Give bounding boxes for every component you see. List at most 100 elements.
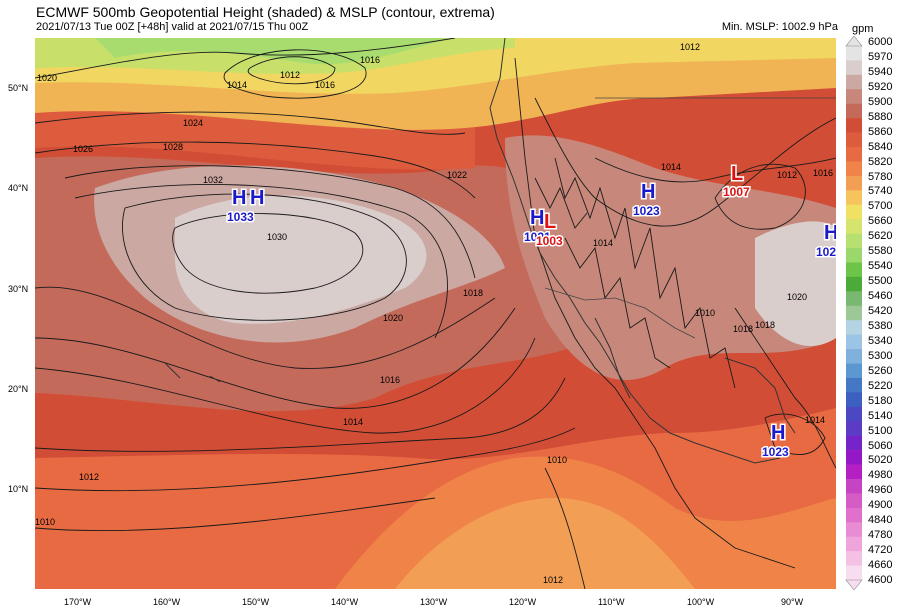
isobar-label: 1016 <box>360 55 380 65</box>
high-center-letter: H <box>232 187 246 209</box>
borders <box>544 97 836 339</box>
isobar-label: 1020 <box>37 73 57 83</box>
colorbar-level-label: 4960 <box>868 484 893 497</box>
colorbar-unit: gpm <box>852 23 874 35</box>
map-panel[interactable]: 1020 1012 1014 1016 1016 1012 1024 1026 … <box>35 38 836 589</box>
height-5940-ridge-core <box>175 195 427 324</box>
isobar-label: 1010 <box>695 308 715 318</box>
isobar-label: 1014 <box>805 415 825 425</box>
colorbar-level-label: 5020 <box>868 454 893 467</box>
colorbar-swatch <box>846 276 862 292</box>
high-center-letter: H <box>824 222 836 244</box>
isobar-label: 1018 <box>463 288 483 298</box>
colorbar-swatch <box>846 522 862 538</box>
isobar-label: 1020 <box>383 313 403 323</box>
colorbar-level-label: 4780 <box>868 529 893 542</box>
colorbar-swatch <box>846 536 862 552</box>
colorbar-swatch <box>846 334 862 350</box>
lon-label: 150°W <box>242 597 270 607</box>
colorbar-level-label: 4660 <box>868 559 893 572</box>
colorbar-level-label: 5140 <box>868 409 893 422</box>
isobar-label: 1028 <box>163 142 183 152</box>
lat-label: 50°N <box>8 83 29 93</box>
colorbar-level-label: 5180 <box>868 394 893 407</box>
high-center-letter: H <box>250 187 264 209</box>
colorbar-level-label: 5100 <box>868 424 893 437</box>
colorbar-swatch <box>846 103 862 119</box>
lat-label: 40°N <box>8 183 29 193</box>
lon-label: 110°W <box>598 597 625 607</box>
lon-label: 130°W <box>420 597 448 607</box>
colorbar-swatch <box>846 147 862 162</box>
colorbar-swatch <box>846 320 862 335</box>
colorbar-swatch <box>846 219 862 234</box>
colorbar-swatch <box>846 435 862 451</box>
colorbar-level-label: 6000 <box>868 36 893 48</box>
high-center-letter: H <box>530 207 544 229</box>
colorbar-level-label: 5840 <box>868 140 893 153</box>
high-center-value: 1023 <box>633 204 660 218</box>
lon-label: 120°W <box>509 597 537 607</box>
isobar-label: 1020 <box>787 292 807 302</box>
isobar-label: 1014 <box>227 80 247 90</box>
isobar-label: 1018 <box>755 320 775 330</box>
colorbar <box>845 36 863 590</box>
valid-time: 2021/07/13 Tue 00Z [+48h] valid at 2021/… <box>36 21 309 33</box>
colorbar-level-label: 4720 <box>868 544 893 557</box>
colorbar-swatch <box>846 262 862 278</box>
colorbar-level-label: 5060 <box>868 439 893 452</box>
colorbar-swatch <box>846 421 862 436</box>
colorbar-level-label: 5300 <box>868 349 893 362</box>
colorbar-swatch <box>846 478 862 494</box>
lon-label: 100°W <box>687 597 715 607</box>
colorbar-swatch <box>846 190 862 206</box>
colorbar-swatch <box>846 377 862 393</box>
low-center-value: 1007 <box>723 185 750 199</box>
colorbar-level-label: 5260 <box>868 364 893 377</box>
colorbar-swatch <box>846 507 862 523</box>
colorbar-level-label: 5900 <box>868 95 893 108</box>
isobar-label: 1012 <box>543 575 563 585</box>
isobar-label: 1014 <box>593 238 613 248</box>
lon-label: 140°W <box>331 597 359 607</box>
chart-title: ECMWF 500mb Geopotential Height (shaded)… <box>36 4 495 20</box>
colorbar-swatch <box>846 464 862 480</box>
lat-label: 10°N <box>8 484 29 494</box>
colorbar-level-label: 5970 <box>868 50 893 63</box>
high-center-letter: H <box>771 422 785 444</box>
colorbar-swatch <box>846 565 862 581</box>
colorbar-swatch <box>846 175 862 191</box>
colorbar-swatch <box>846 204 862 220</box>
isobar-label: 1014 <box>343 417 363 427</box>
colorbar-level-label: 5420 <box>868 305 893 317</box>
colorbar-level-label: 5880 <box>868 110 893 123</box>
colorbar-level-label: 5820 <box>868 155 893 168</box>
colorbar-level-label: 5660 <box>868 215 893 228</box>
isobar-label: 1012 <box>280 70 300 80</box>
isobar-label: 1012 <box>777 170 797 180</box>
low-center-letter: L <box>731 163 743 185</box>
colorbar-swatch <box>846 233 862 249</box>
isobar-label: 1018 <box>733 324 753 334</box>
colorbar-swatch <box>846 493 862 509</box>
colorbar-level-label: 5540 <box>868 260 893 273</box>
colorbar-level-label: 5500 <box>868 275 893 288</box>
colorbar-swatch <box>846 60 862 76</box>
colorbar-level-label: 5920 <box>868 80 893 93</box>
colorbar-swatch <box>846 450 862 465</box>
high-center-value: 1023 <box>762 445 789 459</box>
high-center-letter: H <box>641 181 655 203</box>
colorbar-cells <box>846 46 862 581</box>
low-center-letter: L <box>544 211 556 233</box>
colorbar-swatch <box>846 161 862 177</box>
high-center-value: 1021 <box>524 230 551 244</box>
isobar-label: 1026 <box>73 144 93 154</box>
isobar-contours <box>35 38 836 589</box>
colorbar-swatch <box>846 132 862 148</box>
coastline <box>164 38 796 464</box>
weather-map[interactable]: 1020 1012 1014 1016 1016 1012 1024 1026 … <box>35 38 836 589</box>
colorbar-swatch <box>846 118 862 133</box>
colorbar-swatch <box>846 89 862 105</box>
colorbar-level-label: 5220 <box>868 379 893 392</box>
colorbar-level-label: 5740 <box>868 185 893 198</box>
